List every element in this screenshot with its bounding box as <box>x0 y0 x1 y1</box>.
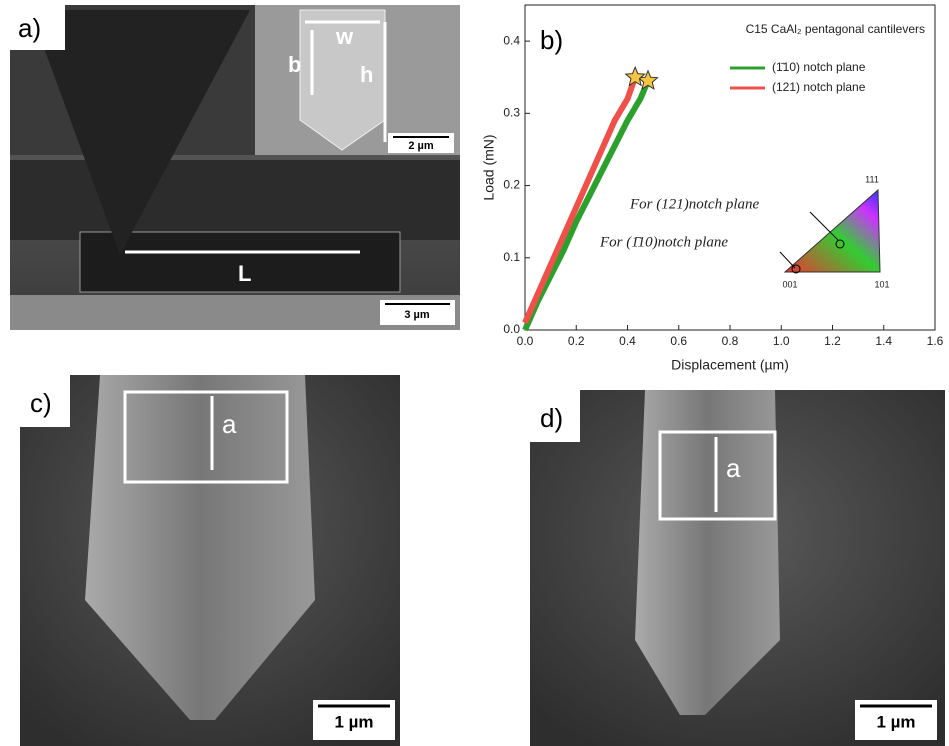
scale-label: 2 µm <box>408 140 434 152</box>
inset-label: 101 <box>874 279 889 289</box>
panel-b: b) 0.0 0.2 0.4 0.6 0.8 1.0 1.2 1.4 1.6 0.0 0.1 0.2 0… <box>481 5 944 373</box>
x-tick-label: 1.6 <box>927 334 944 348</box>
panel-label: b) <box>540 25 563 55</box>
y-tick-label: 0.1 <box>503 250 520 264</box>
chart-title: C15 CaAl₂ pentagonal cantilevers <box>746 22 925 36</box>
annotation: L <box>238 261 251 286</box>
series-line <box>525 77 635 323</box>
annotation: a <box>726 453 741 483</box>
ipf-triangle <box>785 190 880 272</box>
pointer <box>780 252 795 268</box>
panel-label: a) <box>18 13 41 43</box>
annotation: For (121)notch plane <box>629 196 759 212</box>
panel-d: a d) 1 µm <box>530 390 945 746</box>
pointer <box>810 212 838 240</box>
annotation: For (1̄10)notch plane <box>599 234 728 250</box>
annotation: a <box>222 409 237 439</box>
panel-c: a c) 1 µm <box>20 375 400 746</box>
panel-label: c) <box>30 388 52 418</box>
annotation: b <box>288 52 301 77</box>
annotation: w <box>335 24 354 49</box>
y-tick-label: 0.0 <box>503 322 520 336</box>
legend-label: (121) notch plane <box>772 80 866 94</box>
scale-label: 1 µm <box>876 712 915 731</box>
inset-label: 001 <box>782 279 797 289</box>
x-tick-label: 0.8 <box>722 334 739 348</box>
x-tick-label: 0.6 <box>670 334 687 348</box>
figure: a) w b h L 2 µm 3 µm b) 0.0 0.2 0.4 0.6 0.8 1… <box>0 0 949 746</box>
panel-label: d) <box>540 403 563 433</box>
x-tick-label: 1.4 <box>875 334 892 348</box>
y-axis-label: Load (mN) <box>481 134 497 200</box>
x-tick-label: 1.2 <box>824 334 841 348</box>
x-tick-label: 0.2 <box>568 334 585 348</box>
inset-label: 111 <box>865 174 879 184</box>
legend-label: (1̄10) notch plane <box>772 60 866 74</box>
sem-region <box>10 160 460 240</box>
y-tick-label: 0.3 <box>503 106 520 120</box>
y-tick-label: 0.2 <box>503 178 520 192</box>
y-tick-label: 0.4 <box>503 33 520 47</box>
scale-label: 3 µm <box>404 309 430 321</box>
scale-label: 1 µm <box>334 712 373 731</box>
x-tick-label: 0.4 <box>619 334 636 348</box>
x-tick-label: 1.0 <box>773 334 790 348</box>
panel-a: a) w b h L 2 µm 3 µm <box>10 5 460 330</box>
x-tick-label: 0.0 <box>517 334 534 348</box>
x-axis-label: Displacement (µm) <box>671 357 789 373</box>
annotation: h <box>360 62 373 87</box>
